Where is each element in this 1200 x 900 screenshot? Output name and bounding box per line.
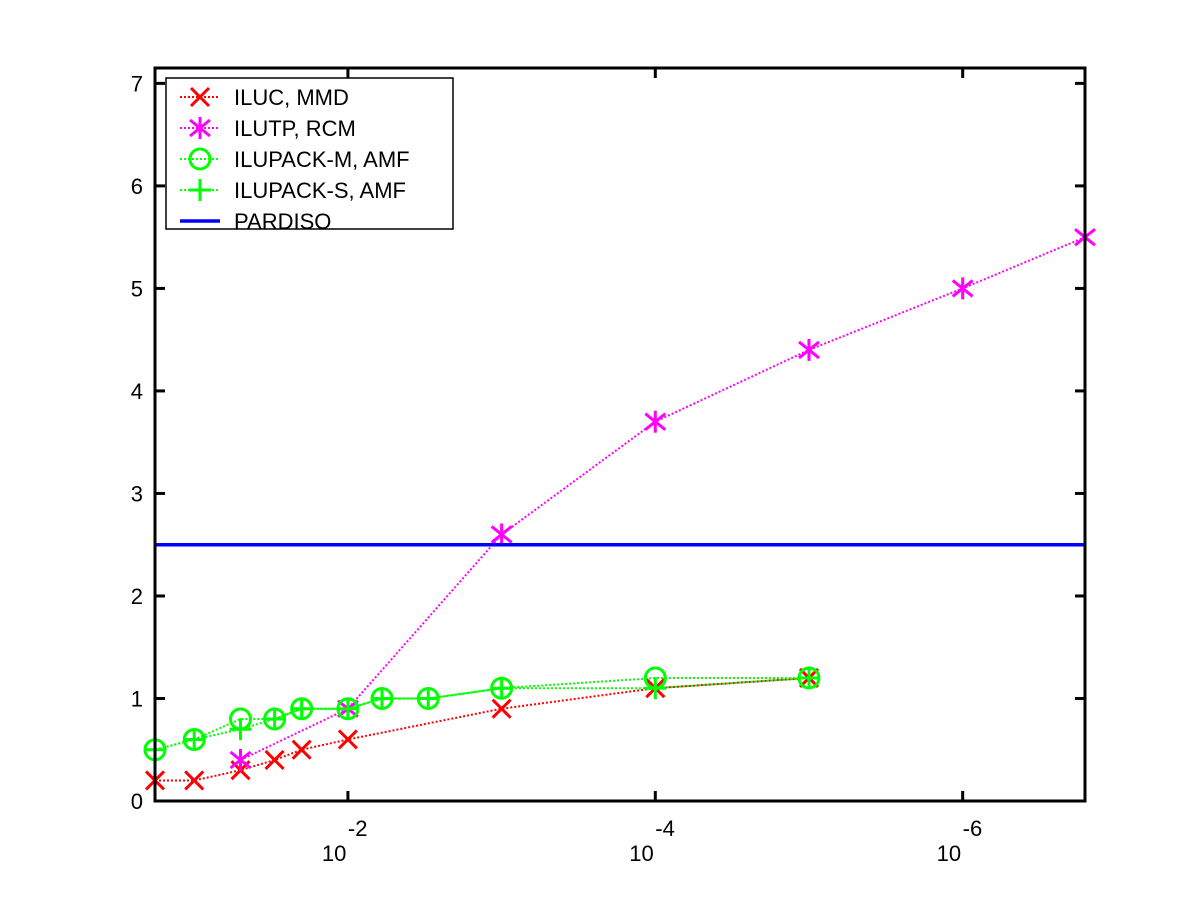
y-tick-label: 6 [131,174,143,199]
y-tick-label: 0 [131,789,143,814]
data-point-iluc-mmd [291,739,312,760]
x-tick-base: 10 [322,841,346,866]
y-tick-label: 2 [131,584,143,609]
x-tick-base: 10 [629,841,653,866]
data-point-ilupack-s-amf [490,677,513,700]
data-point-ilupack-s-amf [371,687,394,710]
series-ilutp-rcm [229,226,1096,771]
legend-marker [188,147,212,171]
data-point-ilutp-rcm [798,338,820,361]
data-point-ilupack-s-amf [290,697,313,720]
legend-box [165,77,454,230]
plot-area [143,226,1096,791]
data-point-ilupack-s-amf [263,707,286,730]
data-point-ilupack-s-amf [183,728,206,751]
series-line-ilupack-s-amf [154,677,810,751]
y-tick-label: 5 [131,276,143,301]
data-point-iluc-mmd [264,749,285,771]
data-point-ilutp-rcm [490,523,513,546]
legend-entry-pardiso: PARDISO [180,209,331,234]
data-point-iluc-mmd [184,770,205,791]
legend-entry-ilupack-m-amf: ILUPACK-M, AMF [180,147,410,172]
x-tick-label: 10-6 [937,816,983,866]
legend-label: ILUTP, RCM [234,116,356,141]
x-tick-base: 10 [937,841,961,866]
data-point-ilutp-rcm [644,410,667,433]
y-tick-label: 3 [131,481,143,506]
axes-box [153,66,1087,803]
legend-entry-ilutp-rcm: ILUTP, RCM [180,116,356,141]
x-tick-exponent: -2 [348,816,368,841]
legend-label: ILUPACK-M, AMF [234,147,410,172]
legend: ILUC, MMD ILUTP, RCM ILUPACK-M, AMF ILUPACK… [165,77,454,234]
legend-marker [189,86,211,108]
y-tick-label: 4 [131,379,143,404]
x-tick-exponent: -6 [963,816,983,841]
legend-label: ILUC, MMD [234,85,349,110]
data-point-ilupack-s-amf [229,718,252,741]
data-point-ilupack-s-amf [417,687,440,710]
legend-entry-ilupack-s-amf: ILUPACK-S, AMF [180,178,406,203]
data-point-ilupack-s-amf [336,697,359,720]
data-point-iluc-mmd [337,729,358,750]
y-tick-label: 7 [131,71,143,96]
x-tick-exponent: -4 [655,816,675,841]
data-point-ilupack-s-amf [644,677,667,700]
data-point-ilutp-rcm [951,277,974,300]
x-tick-label: 10-2 [322,816,368,866]
data-point-iluc-mmd [491,698,512,719]
x-tick-label: 10-4 [629,816,675,866]
legend-entry-iluc-mmd: ILUC, MMD [180,85,349,110]
data-point-ilutp-rcm [229,748,252,771]
legend-label: PARDISO [234,209,331,234]
data-point-ilupack-s-amf [797,666,820,689]
legend-marker [189,117,211,139]
legend-marker [189,179,211,201]
y-tick-label: 1 [131,686,143,711]
legend-label: ILUPACK-S, AMF [234,178,406,203]
